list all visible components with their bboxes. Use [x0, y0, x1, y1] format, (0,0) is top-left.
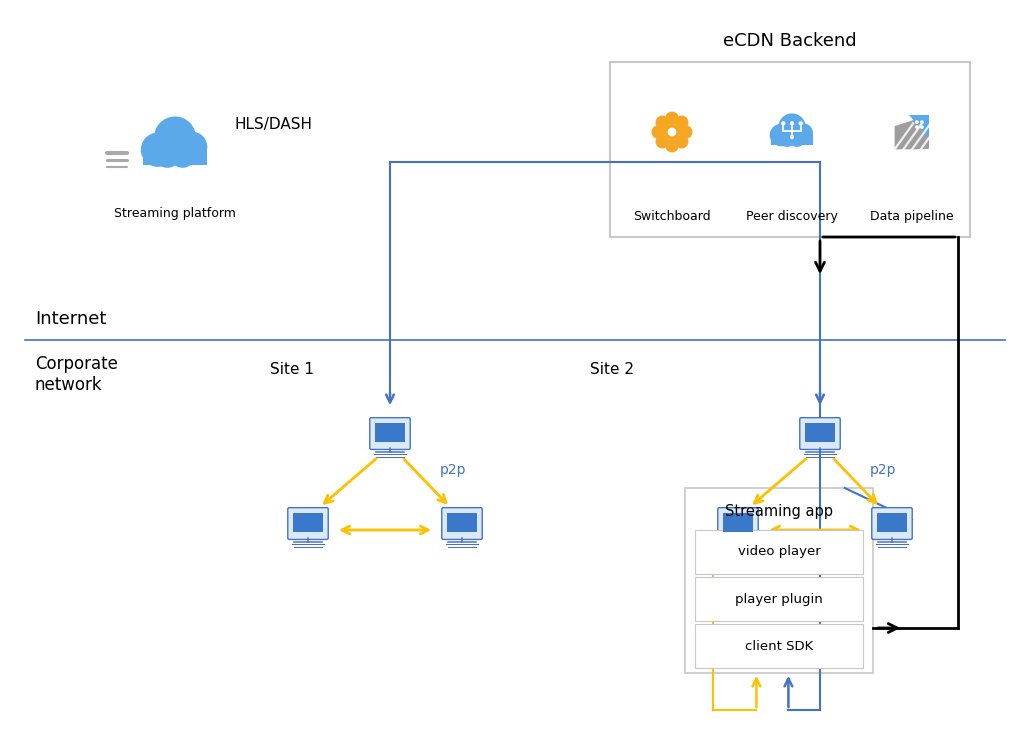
Circle shape — [169, 141, 196, 168]
FancyBboxPatch shape — [441, 508, 482, 540]
Text: Streaming app: Streaming app — [725, 504, 833, 519]
Circle shape — [655, 135, 669, 148]
Circle shape — [666, 112, 679, 125]
Text: player plugin: player plugin — [735, 593, 823, 606]
Bar — [877, 513, 907, 532]
Text: Peer discovery: Peer discovery — [746, 210, 838, 223]
Circle shape — [664, 124, 680, 140]
Circle shape — [770, 124, 792, 146]
Bar — [805, 423, 835, 442]
Circle shape — [679, 125, 692, 139]
Text: Internet: Internet — [35, 310, 106, 328]
FancyBboxPatch shape — [288, 508, 329, 540]
Text: p2p: p2p — [870, 463, 896, 477]
Bar — [695, 577, 863, 621]
Bar — [685, 488, 873, 673]
Text: Data pipeline: Data pipeline — [870, 210, 953, 223]
Circle shape — [781, 121, 785, 125]
FancyBboxPatch shape — [871, 508, 912, 540]
Polygon shape — [909, 115, 930, 138]
Circle shape — [790, 121, 795, 125]
Bar — [771, 135, 813, 145]
Text: Site 1: Site 1 — [270, 362, 314, 377]
Circle shape — [154, 116, 196, 158]
Bar — [695, 624, 863, 668]
Circle shape — [655, 116, 669, 129]
Bar — [610, 62, 970, 237]
Polygon shape — [895, 125, 919, 150]
Circle shape — [920, 120, 924, 124]
Bar — [142, 150, 207, 165]
FancyBboxPatch shape — [718, 508, 758, 540]
Circle shape — [788, 129, 806, 147]
Circle shape — [675, 135, 688, 148]
Bar — [293, 513, 323, 532]
Bar — [375, 423, 404, 442]
Text: Switchboard: Switchboard — [633, 210, 711, 223]
Circle shape — [177, 132, 207, 162]
Circle shape — [920, 125, 924, 129]
Text: client SDK: client SDK — [744, 640, 813, 652]
Circle shape — [794, 123, 813, 143]
Circle shape — [675, 116, 688, 129]
Text: p2p: p2p — [440, 463, 467, 477]
Circle shape — [915, 125, 919, 129]
Text: Corporate
network: Corporate network — [35, 355, 118, 394]
Bar — [695, 530, 863, 574]
Circle shape — [778, 113, 806, 141]
FancyBboxPatch shape — [800, 417, 841, 450]
Circle shape — [668, 128, 676, 136]
Text: Streaming platform: Streaming platform — [114, 207, 236, 220]
Circle shape — [790, 135, 795, 139]
FancyBboxPatch shape — [370, 417, 411, 450]
Text: HLS/DASH: HLS/DASH — [234, 117, 313, 132]
Circle shape — [666, 139, 679, 153]
Bar — [447, 513, 477, 532]
Text: Site 2: Site 2 — [590, 362, 634, 377]
Text: eCDN Backend: eCDN Backend — [723, 32, 857, 50]
Circle shape — [154, 141, 180, 168]
Circle shape — [141, 132, 175, 167]
Circle shape — [651, 125, 666, 139]
Bar — [723, 513, 753, 532]
Circle shape — [778, 129, 796, 147]
Polygon shape — [895, 115, 930, 150]
Circle shape — [915, 120, 919, 124]
Text: video player: video player — [737, 546, 820, 559]
Circle shape — [799, 121, 803, 125]
